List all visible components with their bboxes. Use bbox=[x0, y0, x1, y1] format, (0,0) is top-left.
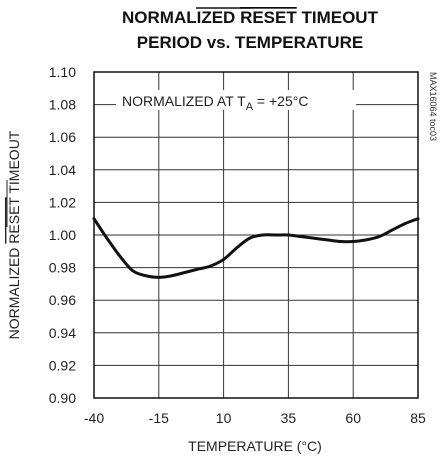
x-tick-label: -15 bbox=[149, 410, 169, 426]
y-tick-label: 1.06 bbox=[49, 129, 76, 145]
x-tick-label: 85 bbox=[410, 410, 426, 426]
y-tick-label: 0.96 bbox=[49, 292, 76, 308]
y-axis-label: NORMALIZED RESET TIMEOUT bbox=[6, 130, 22, 339]
y-tick-label: 0.92 bbox=[49, 357, 76, 373]
x-tick-label: 10 bbox=[216, 410, 232, 426]
y-tick-label: 1.10 bbox=[49, 64, 76, 80]
y-tick-label: 0.98 bbox=[49, 260, 76, 276]
y-tick-label: 1.00 bbox=[49, 227, 76, 243]
y-tick-label: 1.08 bbox=[49, 97, 76, 113]
plot-frame bbox=[93, 71, 419, 399]
y-tick-label: 1.04 bbox=[49, 162, 76, 178]
y-tick-labels: 0.90 0.92 0.94 0.96 0.98 1.00 1.02 1.04 1.06 1.08… bbox=[49, 64, 76, 406]
x-tick-label: 35 bbox=[281, 410, 297, 426]
x-tick-label: 60 bbox=[345, 410, 361, 426]
y-tick-label: 0.94 bbox=[49, 325, 76, 341]
x-axis-label: TEMPERATURE (°C) bbox=[188, 438, 322, 454]
annotation-background bbox=[116, 90, 356, 110]
chart-title-line1: NORMALIZED RESET TIMEOUT bbox=[122, 8, 379, 27]
x-tick-label: -40 bbox=[84, 410, 104, 426]
normalization-annotation: NORMALIZED AT TA = +25°C bbox=[122, 93, 308, 113]
x-tick-labels: -40 -15 10 35 60 85 bbox=[84, 410, 426, 426]
y-tick-label: 0.90 bbox=[49, 390, 76, 406]
figure-code: MAX16064 toc03 bbox=[428, 72, 438, 141]
chart-title-line2: PERIOD vs. TEMPERATURE bbox=[137, 33, 363, 52]
y-tick-label: 1.02 bbox=[49, 194, 76, 210]
series-line bbox=[92, 217, 420, 279]
